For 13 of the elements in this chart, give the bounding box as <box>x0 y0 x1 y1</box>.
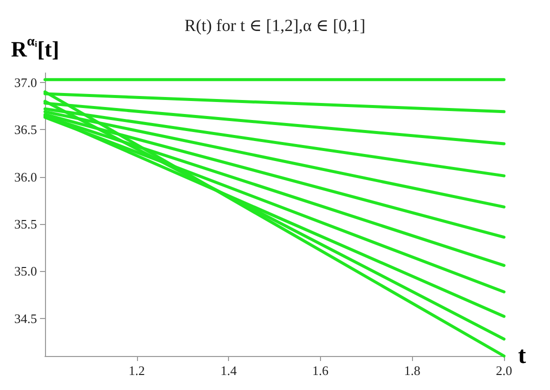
y-tick-label: 37.0 <box>14 74 37 90</box>
x-axis-title: t <box>518 343 526 369</box>
x-tick-label: 1.8 <box>404 363 420 378</box>
y-tick-label: 36.0 <box>14 169 37 184</box>
chart-title: R(t) for t ∈ [1,2],α ∈ [0,1] <box>184 16 366 35</box>
x-tick-label: 1.6 <box>312 363 330 378</box>
y-tick-label: 35.5 <box>14 216 37 232</box>
y-tick-label: 34.5 <box>14 310 37 326</box>
x-tick-label: 1.2 <box>128 363 145 378</box>
y-tick-label: 35.0 <box>14 264 37 279</box>
x-tick-label: 1.4 <box>220 363 238 378</box>
y-tick-label: 36.5 <box>14 122 37 138</box>
x-tick-label: 2.0 <box>496 363 512 378</box>
